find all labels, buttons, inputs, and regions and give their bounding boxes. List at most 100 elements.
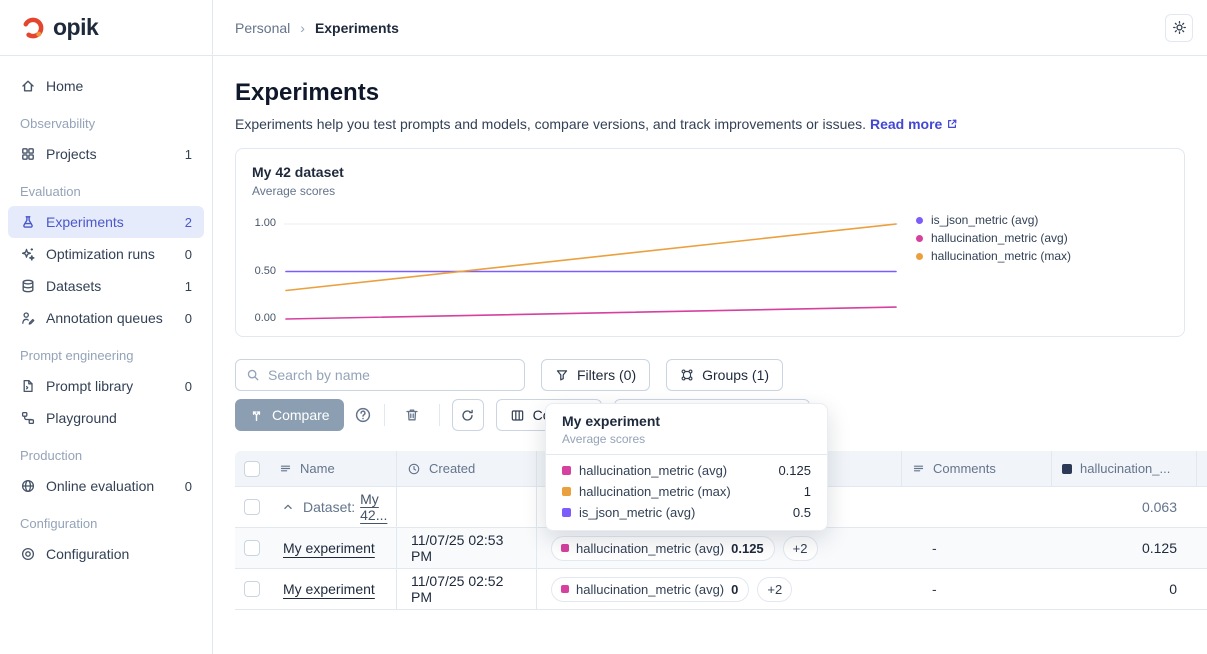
divider bbox=[438, 404, 440, 426]
tooltip-metric-label: hallucination_metric (avg) bbox=[579, 463, 728, 478]
column-header-next[interactable] bbox=[1197, 451, 1207, 487]
metric-square-icon bbox=[562, 487, 571, 496]
y-tick: 0.00 bbox=[254, 312, 276, 324]
experiment-name-link[interactable]: My experiment bbox=[283, 540, 375, 556]
group-dataset-link[interactable]: My 42... bbox=[360, 491, 388, 523]
item-count: 1 bbox=[184, 278, 192, 294]
legend-item: hallucination_metric (max) bbox=[916, 247, 1168, 265]
item-count: 0 bbox=[184, 246, 192, 262]
sidebar-item-annotation-queues[interactable]: Annotation queues 0 bbox=[8, 302, 204, 334]
funnel-icon bbox=[555, 368, 569, 382]
chevron-up-icon[interactable] bbox=[281, 500, 295, 514]
row-checkbox-cell[interactable] bbox=[235, 528, 269, 569]
score-label: hallucination_metric (avg) bbox=[576, 540, 725, 556]
tooltip-title: My experiment bbox=[562, 413, 661, 429]
compare-icon bbox=[249, 408, 264, 423]
item-count: 0 bbox=[184, 478, 192, 494]
search-input[interactable] bbox=[268, 367, 514, 383]
score-badge[interactable]: hallucination_metric (avg) 0.125 bbox=[551, 535, 775, 561]
column-header-hallucination[interactable]: hallucination_... bbox=[1052, 451, 1197, 487]
item-count: 0 bbox=[184, 378, 192, 394]
refresh-button[interactable] bbox=[451, 399, 484, 431]
checkbox[interactable] bbox=[244, 581, 260, 597]
checkbox[interactable] bbox=[244, 540, 260, 556]
row-checkbox-cell[interactable] bbox=[235, 569, 269, 610]
theme-toggle-button[interactable] bbox=[1165, 13, 1193, 42]
clock-icon bbox=[407, 462, 421, 476]
score-value: 0.125 bbox=[731, 540, 764, 556]
metric-value: 0.125 bbox=[1141, 540, 1177, 556]
score-value: 0 bbox=[731, 581, 739, 597]
page-title: Experiments bbox=[235, 79, 380, 106]
sidebar-item-online-evaluation[interactable]: Online evaluation 0 bbox=[8, 470, 204, 502]
sidebar-item-label: Datasets bbox=[46, 278, 102, 294]
experiment-row[interactable]: My experiment 11/07/25 02:53 PM hallucin… bbox=[235, 528, 1207, 569]
text-icon bbox=[279, 462, 292, 475]
sidebar-item-configuration[interactable]: Configuration bbox=[8, 538, 204, 570]
compare-button[interactable]: Compare bbox=[235, 399, 344, 431]
sidebar-item-home[interactable]: Home bbox=[8, 70, 204, 102]
name-cell: My experiment bbox=[269, 528, 397, 569]
group-prefix: Dataset: bbox=[303, 499, 356, 515]
sidebar-item-projects[interactable]: Projects 1 bbox=[8, 138, 204, 170]
comments-cell: - bbox=[902, 569, 1052, 610]
delete-button[interactable] bbox=[397, 400, 427, 430]
scores-cell: hallucination_metric (avg) 0.125 +2 bbox=[537, 528, 902, 569]
metric-dot-icon bbox=[561, 585, 569, 593]
comments-value: - bbox=[932, 540, 937, 556]
score-badge[interactable]: hallucination_metric (avg) 0 bbox=[551, 576, 750, 602]
tooltip-subtitle: Average scores bbox=[562, 432, 646, 446]
sidebar-item-playground[interactable]: Playground bbox=[8, 402, 204, 434]
hallucination-cell: 0 bbox=[1052, 569, 1197, 610]
filters-button[interactable]: Filters (0) bbox=[541, 359, 651, 391]
groups-button[interactable]: Groups (1) bbox=[666, 359, 784, 391]
chart-card: My 42 dataset Average scores 1.00 0.50 0… bbox=[235, 148, 1185, 337]
sidebar-item-datasets[interactable]: Datasets 1 bbox=[8, 270, 204, 302]
refresh-icon bbox=[460, 408, 475, 423]
experiment-name-link[interactable]: My experiment bbox=[283, 581, 375, 597]
score-label: hallucination_metric (avg) bbox=[576, 581, 725, 597]
column-label: Comments bbox=[933, 461, 996, 476]
row-checkbox-cell[interactable] bbox=[235, 487, 269, 528]
more-scores-badge[interactable]: +2 bbox=[757, 576, 793, 602]
plot-area bbox=[284, 209, 898, 324]
group-nodes-icon bbox=[680, 368, 694, 382]
group-metric-cell: 0.063 bbox=[1052, 487, 1197, 528]
sidebar-item-experiments[interactable]: Experiments 2 bbox=[8, 206, 204, 238]
line-chart: 1.00 0.50 0.00 is_json_metric (avg) bbox=[252, 209, 1168, 324]
user-pen-icon bbox=[20, 310, 36, 326]
read-more-link[interactable]: Read more bbox=[869, 116, 943, 132]
name-cell: My experiment bbox=[269, 569, 397, 610]
y-tick: 1.00 bbox=[254, 217, 276, 229]
tooltip-metric-label: hallucination_metric (max) bbox=[579, 484, 731, 499]
sidebar-item-label: Projects bbox=[46, 146, 97, 162]
column-header-comments[interactable]: Comments bbox=[902, 451, 1052, 487]
opik-logo-icon bbox=[20, 15, 46, 41]
compare-label: Compare bbox=[272, 407, 330, 423]
chart-legend: is_json_metric (avg) hallucination_metri… bbox=[898, 209, 1168, 324]
chart-subtitle: Average scores bbox=[252, 184, 336, 198]
group-metric-value: 0.063 bbox=[1141, 499, 1177, 515]
help-icon[interactable] bbox=[354, 406, 372, 424]
group-name-cell: Dataset: My 42... bbox=[269, 487, 397, 528]
checkbox[interactable] bbox=[244, 499, 260, 515]
section-prompt-engineering: Prompt engineering bbox=[20, 348, 134, 363]
flow-icon bbox=[20, 410, 36, 426]
sidebar-item-prompt-library[interactable]: Prompt library 0 bbox=[8, 370, 204, 402]
column-header-name[interactable]: Name bbox=[269, 451, 397, 487]
breadcrumb-parent[interactable]: Personal bbox=[235, 19, 291, 36]
chevron-right-icon: › bbox=[300, 19, 305, 36]
sidebar-item-optimization-runs[interactable]: Optimization runs 0 bbox=[8, 238, 204, 270]
logo[interactable]: opik bbox=[0, 0, 212, 56]
select-all-checkbox-cell[interactable] bbox=[235, 451, 269, 487]
tooltip-metric-value: 0.125 bbox=[778, 463, 811, 478]
empty-cell bbox=[1197, 569, 1207, 610]
checkbox[interactable] bbox=[244, 460, 260, 477]
legend-dot bbox=[916, 216, 923, 224]
column-header-created[interactable]: Created bbox=[397, 451, 537, 487]
sparkles-icon bbox=[20, 246, 36, 262]
sidebar-item-label: Optimization runs bbox=[46, 246, 155, 262]
flask-icon bbox=[20, 214, 36, 230]
experiment-row[interactable]: My experiment 11/07/25 02:52 PM hallucin… bbox=[235, 569, 1207, 610]
more-scores-badge[interactable]: +2 bbox=[782, 535, 818, 561]
